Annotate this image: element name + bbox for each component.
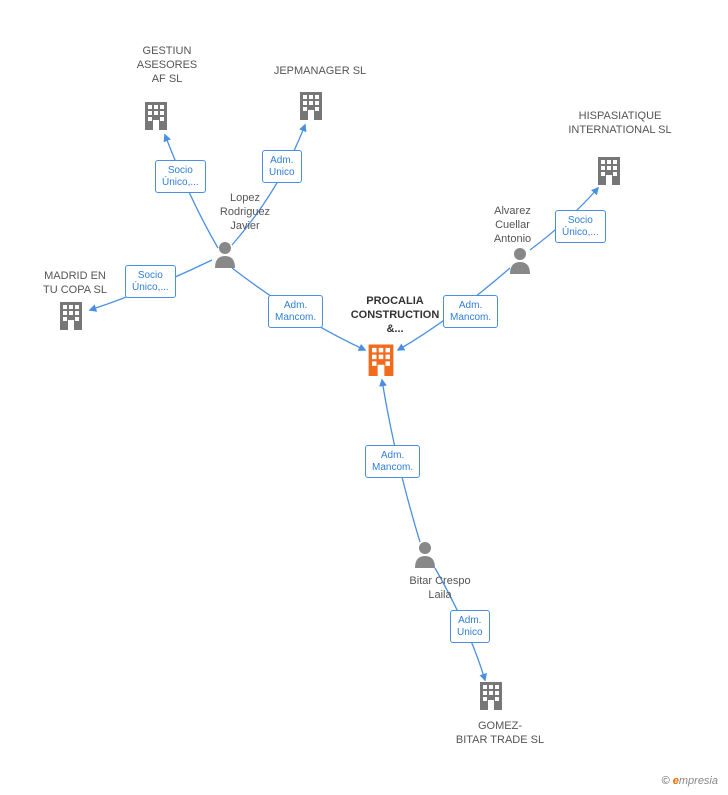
diagram-canvas: GESTIUN ASESORES AF SL JEPMANAGER SL HIS… bbox=[0, 0, 728, 795]
node-label-jepmanager: JEPMANAGER SL bbox=[265, 65, 375, 79]
copyright: © empresia bbox=[662, 775, 718, 787]
edge-label-e6: Adm. Mancom. bbox=[443, 295, 498, 328]
node-label-gestiun: GESTIUN ASESORES AF SL bbox=[127, 45, 207, 86]
node-label-laila: Bitar Crespo Laila bbox=[395, 575, 485, 603]
node-label-madrid: MADRID EN TU COPA SL bbox=[30, 270, 120, 298]
person-icon bbox=[508, 246, 532, 279]
edge-label-e4: Adm. Mancom. bbox=[268, 295, 323, 328]
edge-label-e8: Adm. Unico bbox=[450, 610, 490, 643]
node-label-hispasiatique: HISPASIATIQUE INTERNATIONAL SL bbox=[555, 110, 685, 138]
person-icon bbox=[213, 240, 237, 273]
node-label-antonio: Alvarez Cuellar Antonio bbox=[480, 205, 545, 246]
node-label-javier: Lopez Rodriguez Javier bbox=[210, 192, 280, 233]
building-icon bbox=[298, 88, 324, 125]
building-icon bbox=[596, 153, 622, 190]
copyright-symbol: © bbox=[662, 775, 670, 787]
node-label-gomez: GOMEZ- BITAR TRADE SL bbox=[445, 720, 555, 748]
brand-rest: mpresia bbox=[679, 775, 718, 787]
building-icon bbox=[143, 98, 169, 135]
node-label-procalia: PROCALIA CONSTRUCTION &... bbox=[340, 295, 450, 336]
building-center-icon bbox=[366, 340, 396, 381]
building-icon bbox=[478, 678, 504, 715]
edge-label-e5: Socio Único,... bbox=[555, 210, 606, 243]
building-icon bbox=[58, 298, 84, 335]
person-icon bbox=[413, 540, 437, 573]
edge-label-e7: Adm. Mancom. bbox=[365, 445, 420, 478]
edge-label-e1: Socio Único,... bbox=[155, 160, 206, 193]
edge-label-e3: Socio Único,... bbox=[125, 265, 176, 298]
edge-label-e2: Adm. Unico bbox=[262, 150, 302, 183]
